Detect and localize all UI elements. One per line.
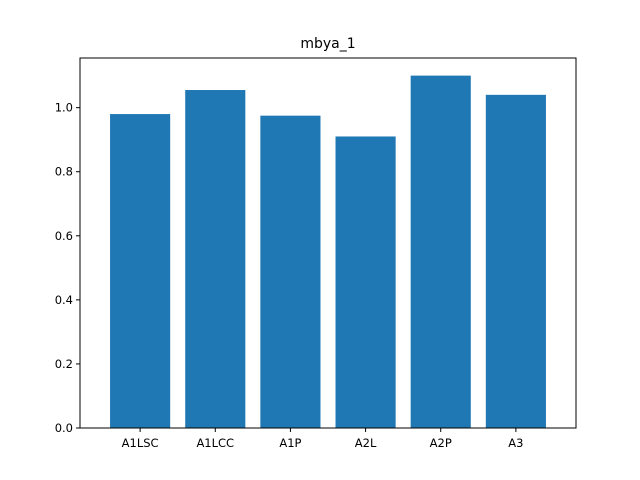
- chart-title: mbya_1: [300, 36, 355, 52]
- y-tick-label: 0.0: [55, 421, 73, 435]
- y-tick-label: 0.8: [55, 165, 73, 179]
- y-tick-label: 0.6: [55, 229, 73, 243]
- x-tick-label: A2L: [355, 436, 377, 450]
- bars-group: [110, 75, 546, 429]
- bar-a3: [485, 94, 546, 428]
- bar-a2l: [335, 136, 396, 429]
- x-axis: A1LSC A1LCC A1P A2L A2P A3: [122, 428, 523, 450]
- x-tick-label: A1LCC: [196, 436, 234, 450]
- y-tick-label: 1.0: [55, 101, 73, 115]
- x-tick-label: A2P: [430, 436, 452, 450]
- y-tick-label: 0.4: [55, 293, 73, 307]
- y-tick-label: 0.2: [55, 357, 73, 371]
- x-tick-label: A1P: [279, 436, 301, 450]
- y-axis: 0.0 0.2 0.4 0.6 0.8 1.0: [55, 101, 80, 435]
- bar-a1p: [260, 115, 321, 428]
- bar-a1lcc: [185, 90, 246, 428]
- bar-a1lsc: [110, 114, 171, 428]
- x-tick-label: A1LSC: [122, 436, 159, 450]
- plot-area-frame: [79, 57, 577, 429]
- x-tick-label: A3: [508, 436, 523, 450]
- bar-a2p: [410, 75, 471, 429]
